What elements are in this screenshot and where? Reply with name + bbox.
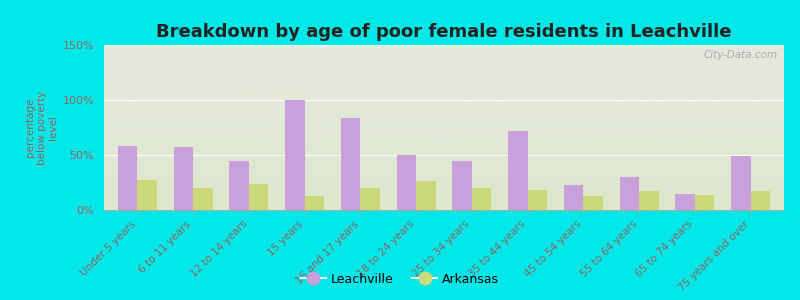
Bar [452, 160, 472, 210]
Bar [508, 131, 528, 210]
Bar [528, 190, 547, 210]
Bar [695, 195, 714, 210]
Y-axis label: percentage
below poverty
level: percentage below poverty level [26, 90, 58, 165]
Bar [583, 196, 603, 210]
Legend: Leachville, Arkansas: Leachville, Arkansas [296, 268, 504, 291]
Bar [305, 196, 324, 210]
Bar [397, 155, 416, 210]
Bar [249, 184, 269, 210]
Bar [416, 182, 436, 210]
Bar [472, 188, 491, 210]
Bar [341, 118, 360, 210]
Bar [731, 156, 750, 210]
Bar [675, 194, 695, 210]
Bar [564, 185, 583, 210]
Bar [360, 188, 380, 210]
Bar [193, 188, 213, 210]
Bar [118, 146, 138, 210]
Bar [230, 160, 249, 210]
Bar [285, 100, 305, 210]
Bar [619, 177, 639, 210]
Title: Breakdown by age of poor female residents in Leachville: Breakdown by age of poor female resident… [156, 23, 732, 41]
Text: City-Data.com: City-Data.com [703, 50, 778, 60]
Bar [174, 147, 193, 210]
Bar [138, 180, 157, 210]
Bar [639, 191, 658, 210]
Bar [750, 191, 770, 210]
